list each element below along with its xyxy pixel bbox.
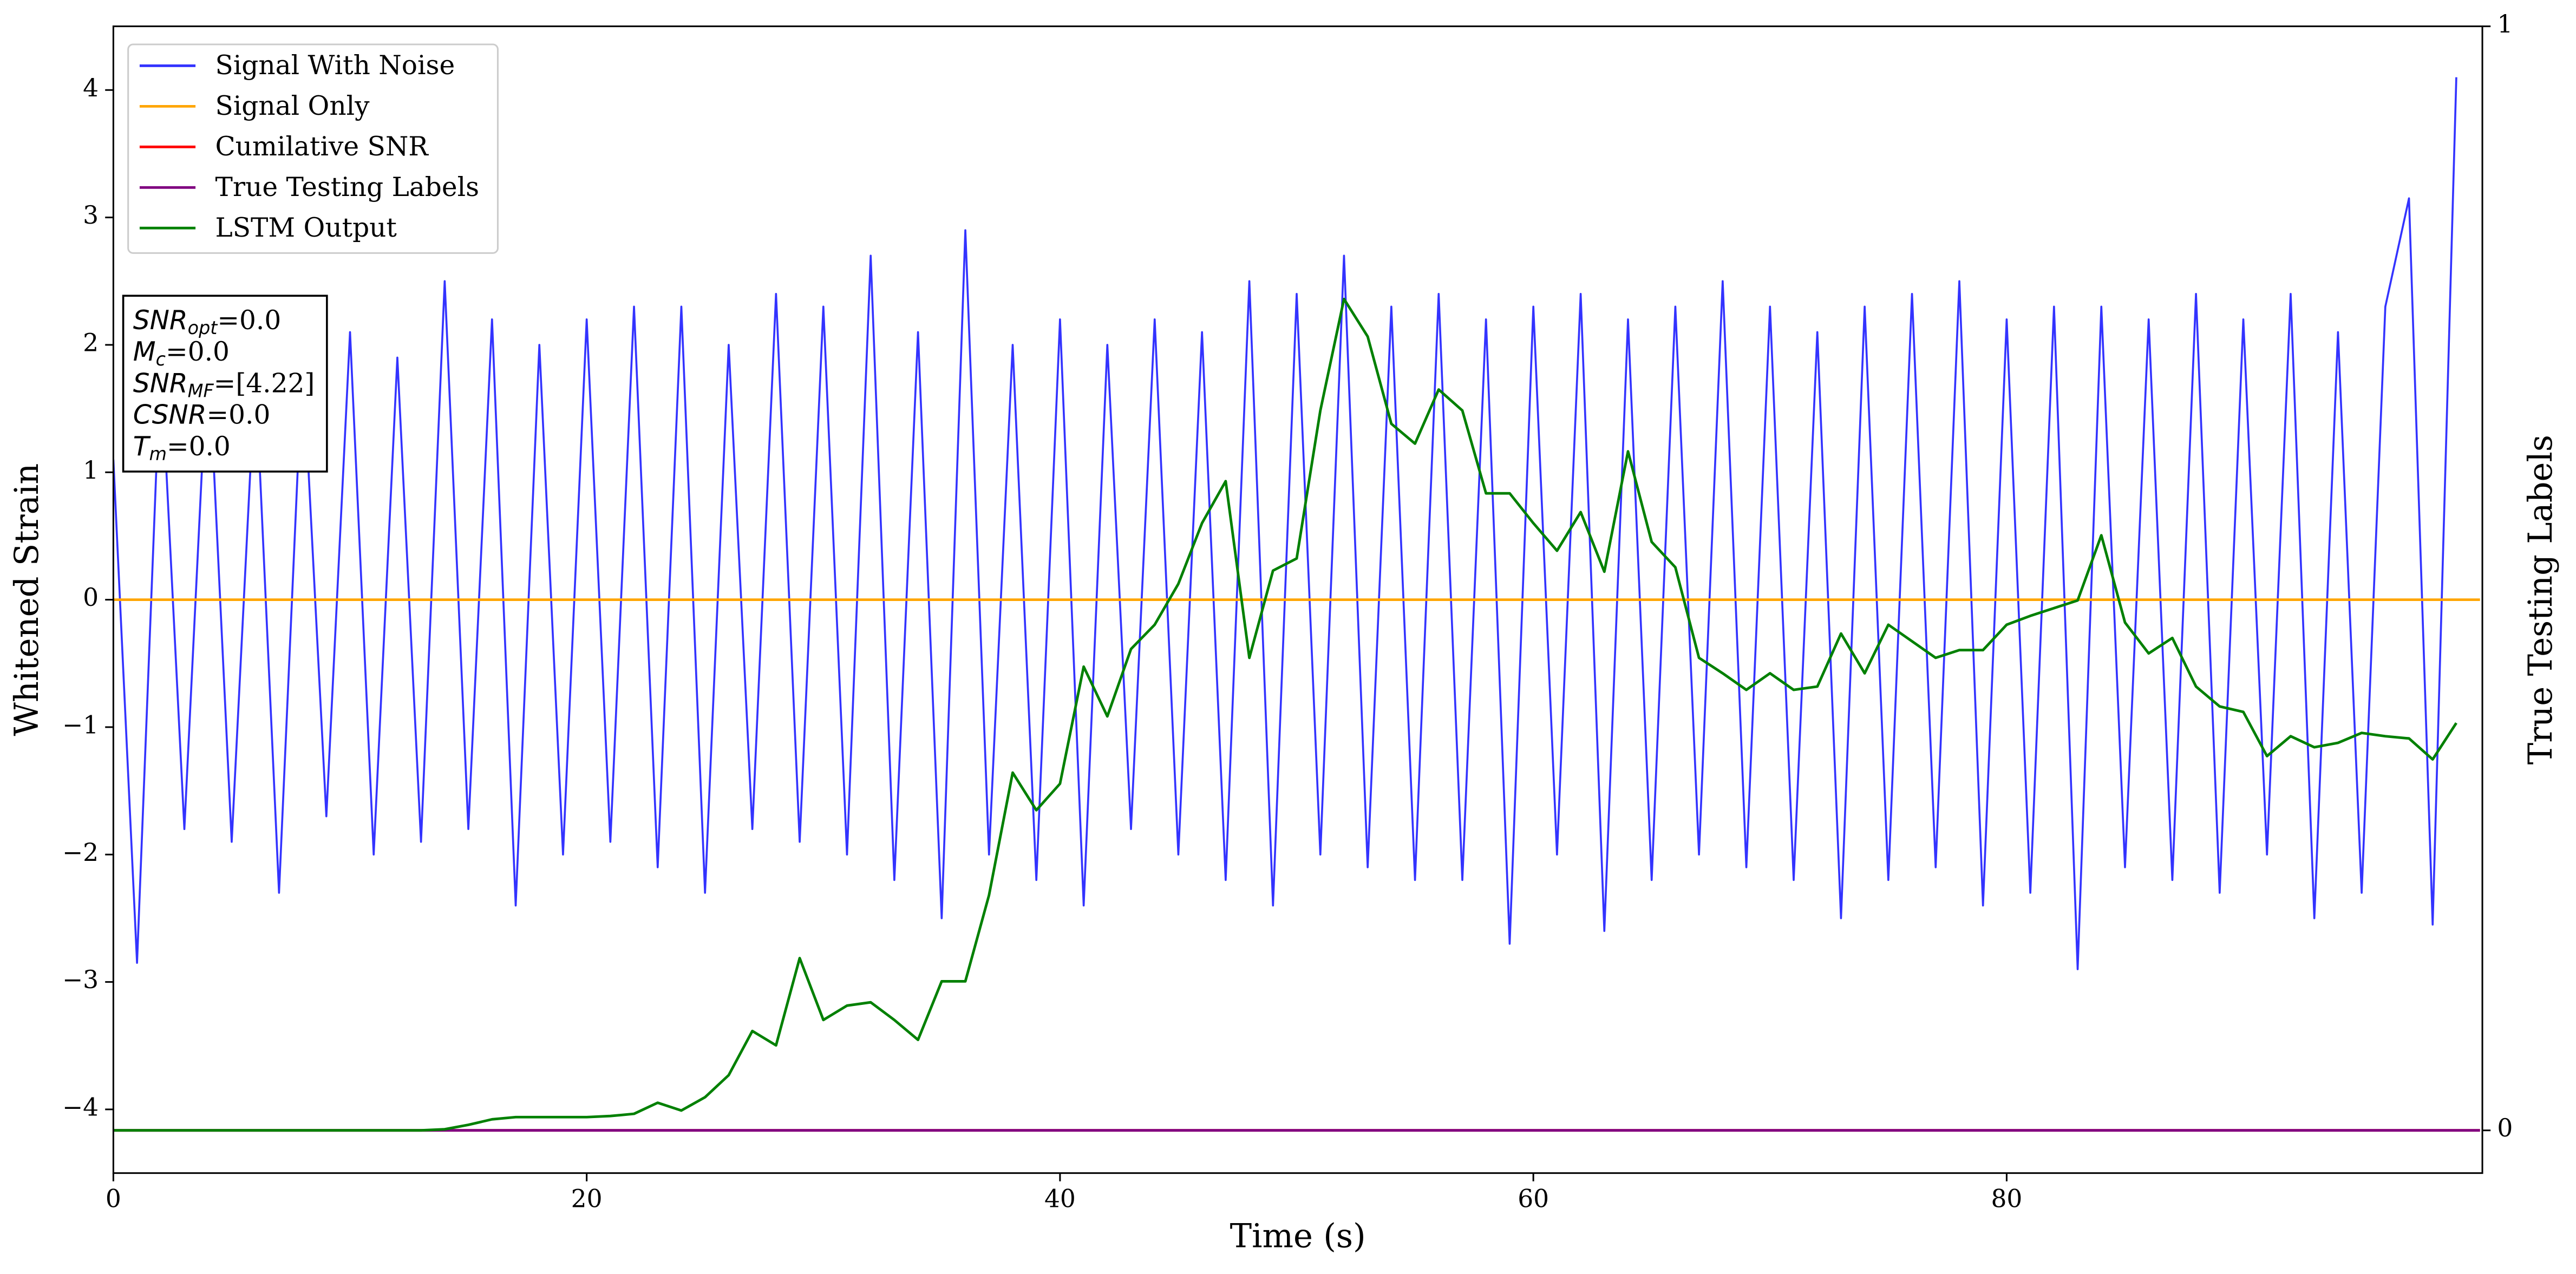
annotation-subscript: c <box>156 349 166 370</box>
legend-label: Cumilative SNR <box>215 132 429 162</box>
annotation-symbol: T <box>133 432 151 462</box>
annotation-symbol: SNR <box>133 368 188 398</box>
legend-label: Signal With Noise <box>215 50 455 81</box>
annotation-line: SNRMF=[4.22] <box>133 368 315 401</box>
y-tick-label: −3 <box>62 965 99 994</box>
annotation-line: Tm=0.0 <box>133 431 231 464</box>
annotation-line: SNRopt=0.0 <box>133 305 281 338</box>
annotation-value: =[4.22] <box>214 368 315 398</box>
annotation-subscript: MF <box>188 380 214 401</box>
y2-tick-label: 1 <box>2497 10 2513 38</box>
annotation-value: =0.0 <box>206 400 270 430</box>
legend-box <box>127 43 499 254</box>
x-tick-label: 60 <box>1518 1185 1549 1213</box>
y-tick-label: 0 <box>83 583 99 612</box>
plot-area <box>112 25 2483 1174</box>
y-tick-label: 1 <box>83 456 99 485</box>
x-tick-label: 0 <box>106 1185 121 1213</box>
y-tick-label: 2 <box>83 328 99 357</box>
y-tick-label: −1 <box>62 710 99 739</box>
y2-axis-label: True Testing Labels <box>2522 435 2560 765</box>
annotation-subscript: m <box>149 443 167 464</box>
annotation-line: Mc=0.0 <box>133 337 230 370</box>
annotation-value: =0.0 <box>167 431 231 461</box>
x-tick-label: 20 <box>571 1185 603 1213</box>
x-tick-label: 80 <box>1991 1185 2022 1213</box>
y-tick-label: −4 <box>62 1093 99 1121</box>
series-group <box>113 77 2480 1132</box>
x-axis-label: Time (s) <box>1230 1218 1366 1256</box>
annotation-symbol: CSNR <box>133 400 207 430</box>
series-line <box>113 297 2457 1132</box>
annotation-subscript: opt <box>188 317 219 338</box>
y2-tick-label: 0 <box>2497 1114 2513 1142</box>
annotation-value: =0.0 <box>217 305 281 335</box>
legend-label: True Testing Labels <box>215 172 480 202</box>
legend-label: Signal Only <box>215 91 370 121</box>
annotation-symbol: SNR <box>133 305 188 336</box>
annotation-symbol: M <box>133 337 156 367</box>
legend-label: LSTM Output <box>215 213 397 243</box>
legend: Signal With Noise Signal Only Cumilative S… <box>127 43 499 254</box>
y-axis-label: Whitened Strain <box>8 463 46 736</box>
y-tick-label: −2 <box>62 838 99 867</box>
annotation-line: CSNR=0.0 <box>133 400 271 430</box>
y-tick-label: 3 <box>83 201 99 230</box>
y-tick-label: 4 <box>83 74 99 102</box>
annotation-box <box>122 295 328 473</box>
annotation: SNRopt=0.0Mc=0.0SNRMF=[4.22]CSNR=0.0Tm=0… <box>122 295 328 473</box>
x-tick-label: 40 <box>1044 1185 1076 1213</box>
annotation-value: =0.0 <box>166 337 230 367</box>
